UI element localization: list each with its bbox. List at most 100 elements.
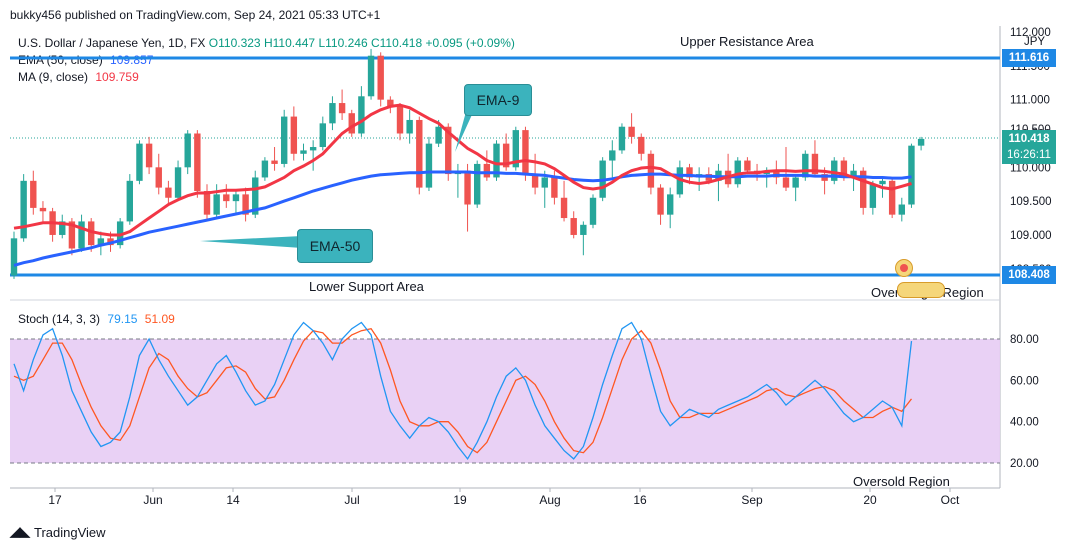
candle[interactable]	[184, 130, 191, 175]
candle[interactable]	[300, 143, 307, 161]
candle[interactable]	[271, 147, 278, 171]
candle[interactable]	[667, 187, 674, 229]
tradingview-logo[interactable]: ◢◣ TradingView	[10, 524, 106, 540]
legend-stoch-d: 51.09	[144, 312, 175, 326]
legend-change: +0.095 (+0.09%)	[425, 36, 515, 50]
currency-label: JPY	[1024, 36, 1046, 48]
candle[interactable]	[213, 184, 220, 219]
candle[interactable]	[319, 116, 326, 151]
candle[interactable]	[416, 116, 423, 195]
candle[interactable]	[194, 130, 201, 198]
candle[interactable]	[329, 96, 336, 131]
candle[interactable]	[609, 140, 616, 178]
candle[interactable]	[78, 214, 85, 252]
candle[interactable]	[724, 153, 732, 188]
candle[interactable]	[261, 157, 269, 181]
time-tick-label: 14	[226, 493, 240, 507]
legend-symbol: U.S. Dollar / Japanese Yen, 1D, FX	[18, 36, 206, 50]
legend-ma-row[interactable]: MA (9, close) 109.759	[18, 70, 139, 84]
candle[interactable]	[406, 109, 413, 144]
candle[interactable]	[715, 163, 722, 202]
flag-event-icon[interactable]	[895, 259, 913, 277]
ema50-callout-pointer	[200, 236, 302, 248]
stoch-tick-label: 20.00	[1010, 458, 1039, 470]
candle[interactable]	[155, 153, 162, 195]
candle[interactable]	[425, 136, 433, 191]
candle[interactable]	[136, 140, 143, 185]
candle[interactable]	[290, 106, 298, 161]
candle[interactable]	[647, 150, 655, 195]
candle[interactable]	[338, 89, 346, 120]
candle[interactable]	[869, 180, 877, 215]
candle[interactable]	[97, 231, 105, 256]
candle[interactable]	[377, 52, 384, 107]
candle[interactable]	[223, 184, 230, 208]
candle[interactable]	[464, 163, 471, 232]
candle[interactable]	[782, 147, 790, 191]
candle[interactable]	[474, 160, 481, 208]
candle[interactable]	[145, 136, 153, 175]
candle[interactable]	[396, 103, 404, 141]
candle[interactable]	[618, 123, 626, 154]
candle[interactable]	[232, 190, 240, 215]
candle[interactable]	[888, 177, 896, 219]
candle[interactable]	[560, 180, 568, 222]
candle[interactable]	[281, 109, 288, 168]
candle[interactable]	[773, 160, 780, 185]
candle[interactable]	[580, 221, 587, 256]
candle[interactable]	[309, 140, 317, 171]
legend-close: C110.418	[370, 36, 423, 50]
candle[interactable]	[49, 207, 56, 242]
candle[interactable]	[367, 48, 375, 100]
candle[interactable]	[165, 180, 172, 205]
candle[interactable]	[10, 231, 18, 279]
ema50-callout[interactable]: EMA-50	[297, 229, 373, 263]
candle[interactable]	[493, 140, 500, 181]
candle[interactable]	[657, 184, 664, 225]
publisher-line: bukky456 published on TradingView.com, S…	[10, 8, 381, 22]
price-tick-label: 111.000	[1010, 95, 1050, 107]
candle[interactable]	[917, 136, 925, 151]
candle[interactable]	[203, 184, 211, 222]
candle[interactable]	[387, 96, 394, 114]
legend-stoch-row[interactable]: Stoch (14, 3, 3) 79.15 51.09	[18, 312, 175, 326]
candle[interactable]	[734, 157, 741, 188]
candle[interactable]	[30, 170, 37, 215]
candle[interactable]	[454, 163, 462, 198]
candle[interactable]	[628, 113, 635, 144]
candle[interactable]	[20, 174, 27, 242]
upper-resistance-label: Upper Resistance Area	[680, 34, 814, 49]
legend-low: L110.246	[318, 36, 368, 50]
candle[interactable]	[59, 214, 66, 239]
candle[interactable]	[860, 167, 867, 215]
candle[interactable]	[242, 187, 249, 222]
stoch-tick-label: 80.00	[1010, 334, 1039, 346]
lower-support-label: Lower Support Area	[309, 279, 424, 294]
ema9-callout[interactable]: EMA-9	[464, 84, 532, 116]
candle[interactable]	[512, 126, 519, 171]
candle[interactable]	[522, 126, 529, 181]
resistance-price-tag: 111.616	[1002, 49, 1056, 67]
candle[interactable]	[792, 174, 799, 202]
economic-events-icon[interactable]	[897, 282, 945, 298]
support-price-tag: 108.408	[1002, 266, 1056, 284]
oversold-label: Oversold Region	[853, 474, 950, 489]
time-tick-label: Oct	[941, 493, 960, 507]
candle[interactable]	[126, 174, 133, 225]
candle[interactable]	[483, 150, 491, 181]
candle[interactable]	[88, 218, 95, 252]
candle[interactable]	[358, 86, 365, 137]
candle[interactable]	[116, 218, 124, 249]
stoch-tick-label: 60.00	[1010, 375, 1039, 387]
candle[interactable]	[174, 160, 182, 202]
candle[interactable]	[589, 194, 597, 229]
candle[interactable]	[638, 133, 645, 161]
candle[interactable]	[39, 201, 47, 222]
candle[interactable]	[908, 143, 915, 208]
candle[interactable]	[831, 157, 838, 185]
candle[interactable]	[898, 197, 905, 222]
candle[interactable]	[695, 167, 703, 191]
candle[interactable]	[348, 109, 355, 137]
candle[interactable]	[570, 211, 577, 239]
